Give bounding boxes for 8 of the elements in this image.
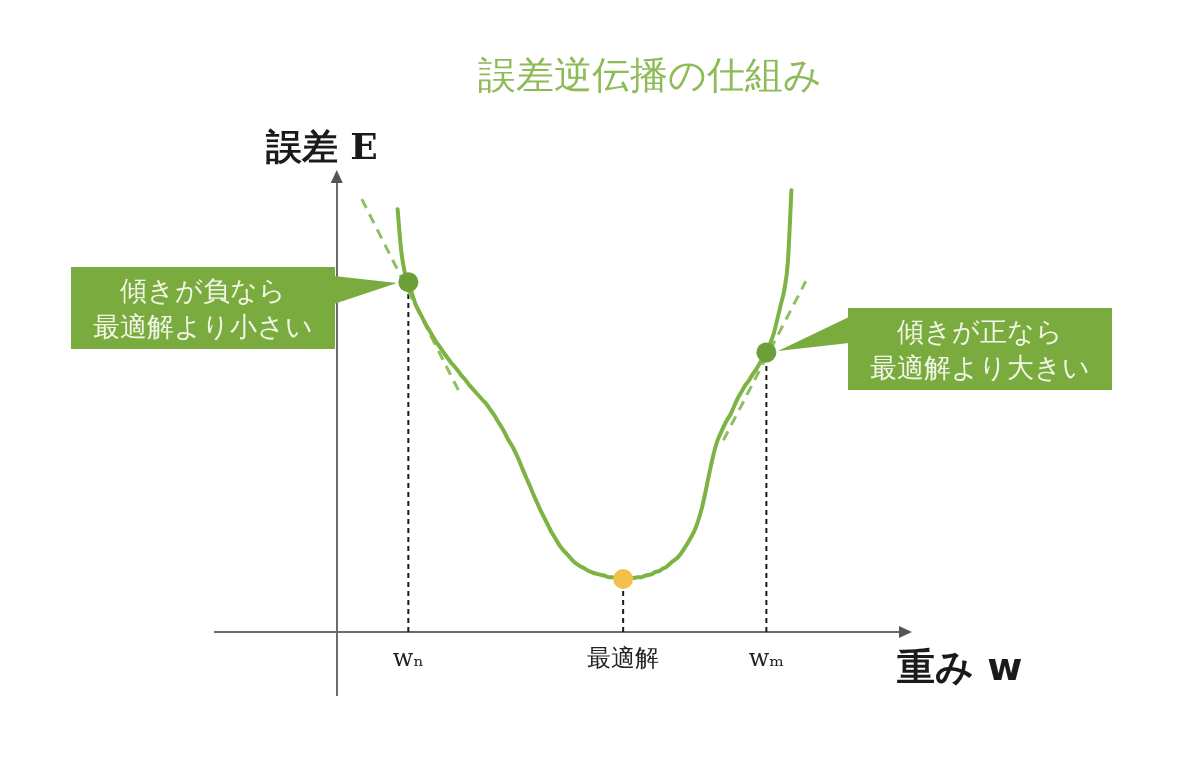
x-axis-title: 重み w xyxy=(897,644,1023,689)
annotation: 傾きが正なら最適解より大きい xyxy=(870,315,1090,383)
annotation: 傾きが負なら最適解より小さい xyxy=(93,274,313,342)
x-tick-label: 最適解 xyxy=(587,643,660,672)
x-tick-label: wₙ xyxy=(392,643,424,672)
chart-title: 誤差逆伝播の仕組み xyxy=(478,52,823,97)
x-tick-label: wₘ xyxy=(748,643,784,672)
y-axis-title: 誤差 E xyxy=(264,125,378,168)
